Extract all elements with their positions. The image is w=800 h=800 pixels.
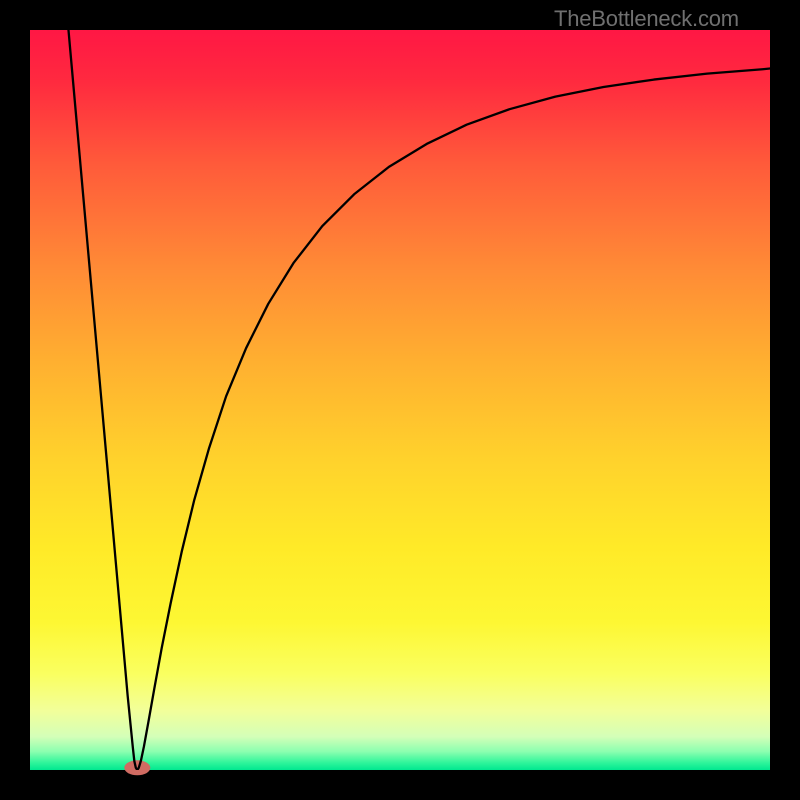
watermark-text: TheBottleneck.com [554,6,739,32]
minimum-marker [124,760,150,775]
bottleneck-curve-chart [0,0,800,800]
plot-gradient-background [30,30,770,770]
